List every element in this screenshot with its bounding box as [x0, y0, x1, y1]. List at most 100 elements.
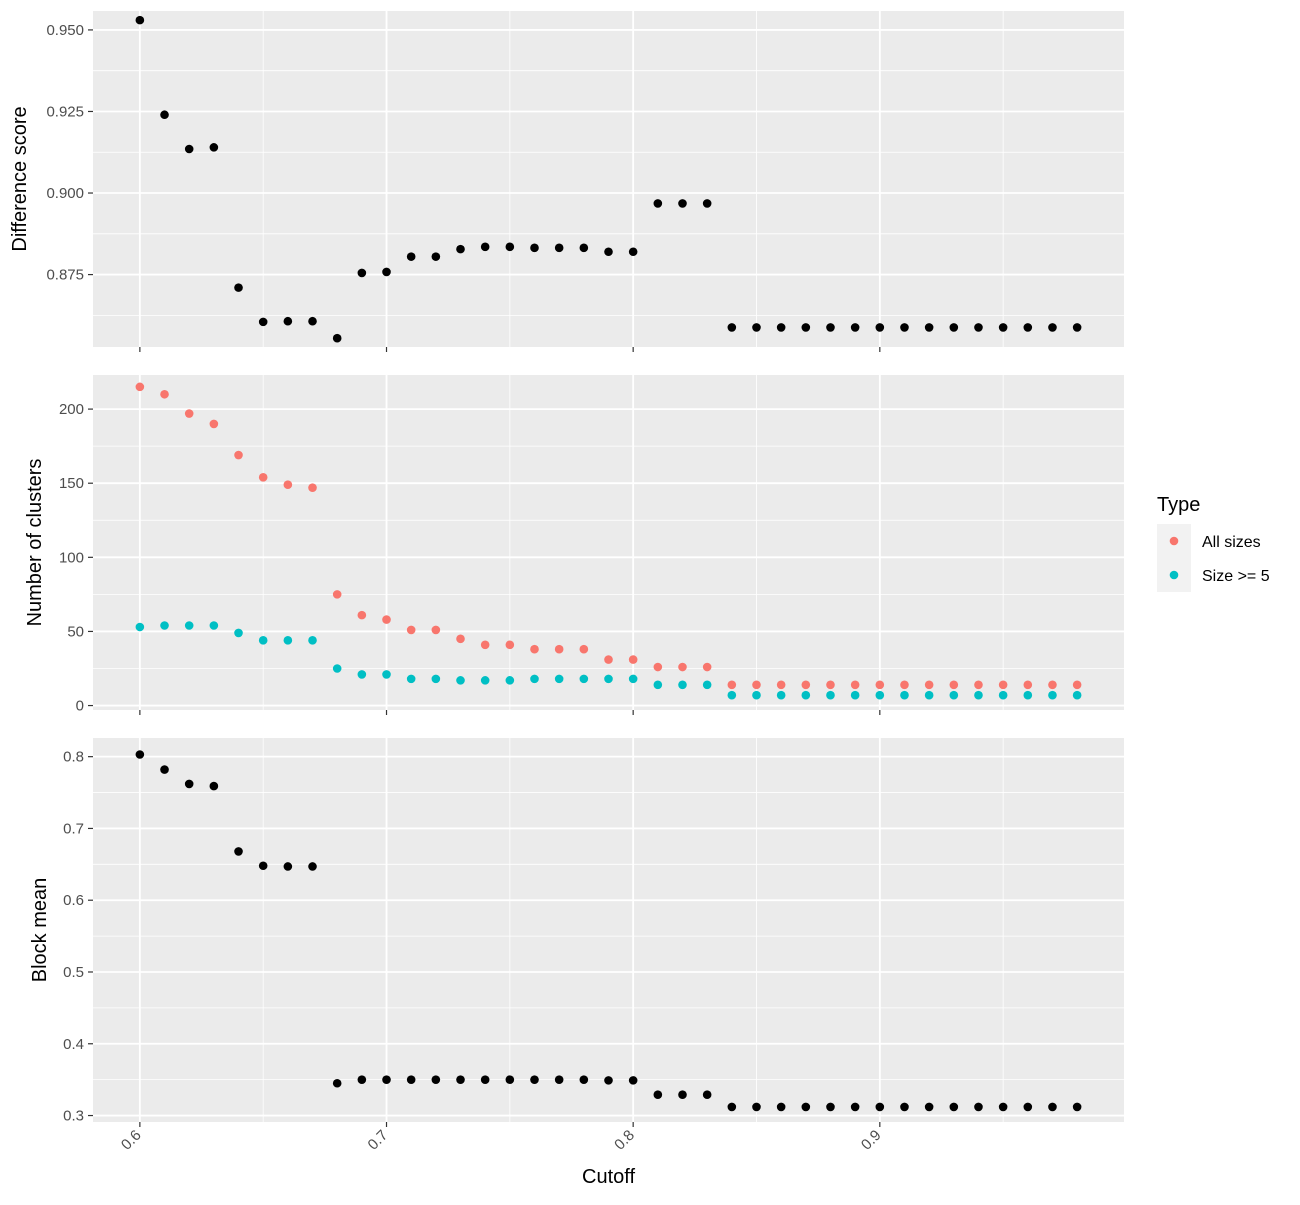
data-point: [1048, 323, 1057, 332]
data-point: [727, 680, 737, 690]
data-point: [160, 110, 169, 120]
data-point: [135, 15, 145, 25]
data-point: [974, 690, 983, 700]
data-point: [234, 628, 243, 638]
y-tick-label: 0.8: [63, 749, 84, 766]
data-point: [554, 1075, 564, 1084]
panel-background: [93, 738, 1124, 1122]
data-point: [579, 243, 589, 253]
data-point: [752, 680, 761, 690]
data-point: [357, 670, 367, 679]
data-point: [900, 690, 909, 700]
y-tick-label: 0.875: [46, 267, 84, 284]
legend-key-point: [1169, 570, 1179, 580]
data-point: [258, 317, 268, 327]
data-point: [456, 634, 465, 644]
y-tick-label: 0.7: [63, 820, 84, 837]
data-point: [456, 1075, 465, 1084]
data-point: [382, 267, 391, 277]
data-point: [949, 323, 959, 332]
data-point: [579, 674, 589, 684]
data-point: [826, 690, 835, 700]
data-point: [776, 680, 786, 690]
data-point: [209, 419, 219, 429]
data-point: [480, 676, 490, 685]
data-point: [702, 680, 712, 690]
data-point: [752, 323, 761, 332]
data-point: [308, 483, 317, 492]
y-tick-label: 200: [59, 401, 84, 418]
x-tick-label: 0.7: [365, 1127, 392, 1154]
x-axis-title: Cutoff: [582, 1166, 635, 1188]
data-point: [702, 1090, 712, 1100]
data-point: [604, 655, 613, 664]
data-point: [357, 610, 367, 620]
y-axis-title: Block mean: [29, 878, 51, 983]
data-point: [258, 636, 268, 645]
data-point: [308, 636, 317, 645]
data-point: [628, 1076, 638, 1085]
data-point: [678, 662, 687, 672]
y-tick-label: 150: [59, 475, 84, 492]
data-point: [184, 621, 194, 630]
data-point: [357, 1075, 367, 1084]
data-point: [382, 670, 391, 679]
x-tick-label: 0.6: [118, 1127, 145, 1154]
data-point: [875, 323, 885, 332]
data-point: [184, 409, 194, 418]
data-point: [184, 144, 194, 154]
data-point: [283, 480, 293, 489]
legend-key-point: [1169, 536, 1179, 546]
data-point: [530, 243, 539, 253]
y-tick-label: 100: [59, 549, 84, 566]
data-point: [382, 615, 391, 624]
data-point: [949, 690, 959, 700]
data-point: [480, 1075, 490, 1084]
data-point: [554, 644, 564, 654]
data-point: [850, 323, 860, 332]
data-point: [653, 680, 663, 690]
data-point: [653, 662, 663, 672]
data-point: [406, 674, 416, 684]
data-point: [456, 676, 465, 685]
data-point: [776, 690, 786, 700]
y-axis-title: Difference score: [9, 106, 31, 251]
data-point: [974, 680, 983, 690]
y-tick-label: 0.900: [46, 185, 84, 202]
data-point: [431, 625, 441, 635]
data-point: [554, 243, 564, 253]
data-point: [530, 674, 539, 684]
data-point: [209, 781, 219, 791]
data-point: [998, 1102, 1008, 1112]
data-point: [875, 680, 885, 690]
data-point: [678, 199, 687, 208]
legend-label: All sizes: [1202, 534, 1261, 551]
data-point: [1048, 690, 1057, 700]
y-tick-label: 50: [67, 623, 84, 640]
data-point: [160, 765, 169, 774]
data-point: [135, 382, 145, 392]
data-point: [332, 1078, 342, 1088]
data-point: [332, 590, 342, 599]
data-point: [480, 242, 490, 252]
data-point: [678, 680, 687, 690]
data-point: [604, 1076, 613, 1085]
data-point: [1072, 680, 1082, 690]
data-point: [949, 1102, 959, 1112]
data-point: [875, 1102, 885, 1112]
data-point: [702, 662, 712, 672]
data-point: [406, 625, 416, 635]
data-point: [135, 750, 145, 759]
data-point: [505, 242, 515, 252]
data-point: [258, 861, 268, 871]
x-tick-label: 0.8: [611, 1127, 638, 1154]
data-point: [1048, 680, 1057, 690]
data-point: [382, 1075, 391, 1084]
data-point: [1072, 323, 1082, 332]
data-point: [283, 316, 293, 326]
data-point: [1072, 1102, 1082, 1112]
data-point: [332, 333, 342, 343]
data-point: [900, 680, 909, 690]
data-point: [332, 664, 342, 673]
